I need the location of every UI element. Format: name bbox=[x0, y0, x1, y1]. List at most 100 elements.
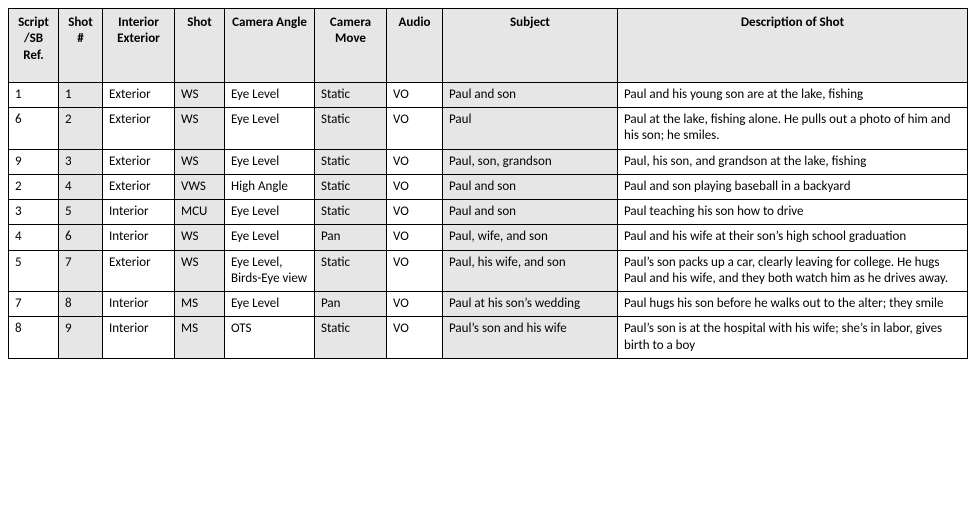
cell-script-ref: 4 bbox=[9, 225, 59, 250]
col-subject: Subject bbox=[443, 9, 618, 83]
cell-script-ref: 5 bbox=[9, 250, 59, 292]
cell-shot-num: 7 bbox=[59, 250, 103, 292]
cell-angle: Eye Level bbox=[225, 82, 315, 107]
cell-description: Paul’s son is at the hospital with his w… bbox=[618, 317, 968, 359]
cell-shot: WS bbox=[175, 82, 225, 107]
cell-shot-num: 8 bbox=[59, 292, 103, 317]
col-script-ref: Script /SB Ref. bbox=[9, 9, 59, 83]
cell-int-ext: Interior bbox=[103, 292, 175, 317]
cell-subject: Paul’s son and his wife bbox=[443, 317, 618, 359]
cell-script-ref: 2 bbox=[9, 174, 59, 199]
cell-subject: Paul and son bbox=[443, 82, 618, 107]
cell-angle: Eye Level bbox=[225, 108, 315, 150]
table-row: 8 9 Interior MS OTS Static VO Paul’s son… bbox=[9, 317, 968, 359]
cell-shot: VWS bbox=[175, 174, 225, 199]
cell-shot-num: 6 bbox=[59, 225, 103, 250]
table-body: 1 1 Exterior WS Eye Level Static VO Paul… bbox=[9, 82, 968, 358]
col-audio: Audio bbox=[387, 9, 443, 83]
cell-shot: WS bbox=[175, 250, 225, 292]
cell-script-ref: 9 bbox=[9, 149, 59, 174]
cell-audio: VO bbox=[387, 82, 443, 107]
cell-subject: Paul, wife, and son bbox=[443, 225, 618, 250]
table-row: 7 8 Interior MS Eye Level Pan VO Paul at… bbox=[9, 292, 968, 317]
table-row: 5 7 Exterior WS Eye Level, Birds-Eye vie… bbox=[9, 250, 968, 292]
cell-subject: Paul and son bbox=[443, 174, 618, 199]
table-row: 3 5 Interior MCU Eye Level Static VO Pau… bbox=[9, 200, 968, 225]
table-row: 9 3 Exterior WS Eye Level Static VO Paul… bbox=[9, 149, 968, 174]
cell-move: Pan bbox=[315, 292, 387, 317]
col-shot: Shot bbox=[175, 9, 225, 83]
cell-angle: Eye Level bbox=[225, 225, 315, 250]
cell-angle: Eye Level bbox=[225, 292, 315, 317]
cell-move: Static bbox=[315, 149, 387, 174]
cell-angle: Eye Level bbox=[225, 200, 315, 225]
cell-audio: VO bbox=[387, 174, 443, 199]
cell-move: Static bbox=[315, 174, 387, 199]
cell-description: Paul and his wife at their son’s high sc… bbox=[618, 225, 968, 250]
cell-shot: MS bbox=[175, 317, 225, 359]
cell-audio: VO bbox=[387, 317, 443, 359]
cell-description: Paul, his son, and grandson at the lake,… bbox=[618, 149, 968, 174]
cell-shot: WS bbox=[175, 225, 225, 250]
cell-description: Paul’s son packs up a car, clearly leavi… bbox=[618, 250, 968, 292]
cell-int-ext: Exterior bbox=[103, 149, 175, 174]
cell-description: Paul and his young son are at the lake, … bbox=[618, 82, 968, 107]
cell-script-ref: 6 bbox=[9, 108, 59, 150]
cell-move: Static bbox=[315, 317, 387, 359]
cell-shot: WS bbox=[175, 149, 225, 174]
cell-angle: Eye Level, Birds-Eye view bbox=[225, 250, 315, 292]
cell-angle: OTS bbox=[225, 317, 315, 359]
table-row: 2 4 Exterior VWS High Angle Static VO Pa… bbox=[9, 174, 968, 199]
cell-subject: Paul and son bbox=[443, 200, 618, 225]
cell-shot-num: 4 bbox=[59, 174, 103, 199]
cell-move: Static bbox=[315, 108, 387, 150]
cell-shot-num: 3 bbox=[59, 149, 103, 174]
cell-audio: VO bbox=[387, 292, 443, 317]
col-angle: Camera Angle bbox=[225, 9, 315, 83]
cell-description: Paul at the lake, fishing alone. He pull… bbox=[618, 108, 968, 150]
cell-audio: VO bbox=[387, 108, 443, 150]
cell-int-ext: Exterior bbox=[103, 108, 175, 150]
cell-int-ext: Exterior bbox=[103, 174, 175, 199]
cell-script-ref: 8 bbox=[9, 317, 59, 359]
table-row: 4 6 Interior WS Eye Level Pan VO Paul, w… bbox=[9, 225, 968, 250]
cell-subject: Paul at his son’s wedding bbox=[443, 292, 618, 317]
cell-audio: VO bbox=[387, 225, 443, 250]
cell-subject: Paul, his wife, and son bbox=[443, 250, 618, 292]
table-row: 6 2 Exterior WS Eye Level Static VO Paul… bbox=[9, 108, 968, 150]
cell-angle: Eye Level bbox=[225, 149, 315, 174]
cell-description: Paul and son playing baseball in a backy… bbox=[618, 174, 968, 199]
cell-description: Paul teaching his son how to drive bbox=[618, 200, 968, 225]
shot-list-table: Script /SB Ref. Shot # Interior Exterior… bbox=[8, 8, 968, 359]
cell-script-ref: 3 bbox=[9, 200, 59, 225]
cell-shot-num: 2 bbox=[59, 108, 103, 150]
cell-shot: MCU bbox=[175, 200, 225, 225]
cell-shot-num: 5 bbox=[59, 200, 103, 225]
cell-audio: VO bbox=[387, 149, 443, 174]
cell-audio: VO bbox=[387, 200, 443, 225]
cell-angle: High Angle bbox=[225, 174, 315, 199]
cell-subject: Paul bbox=[443, 108, 618, 150]
table-header-row: Script /SB Ref. Shot # Interior Exterior… bbox=[9, 9, 968, 83]
cell-shot: WS bbox=[175, 108, 225, 150]
cell-move: Static bbox=[315, 82, 387, 107]
cell-shot-num: 1 bbox=[59, 82, 103, 107]
cell-move: Pan bbox=[315, 225, 387, 250]
cell-subject: Paul, son, grandson bbox=[443, 149, 618, 174]
cell-int-ext: Interior bbox=[103, 225, 175, 250]
cell-description: Paul hugs his son before he walks out to… bbox=[618, 292, 968, 317]
cell-int-ext: Interior bbox=[103, 200, 175, 225]
cell-script-ref: 7 bbox=[9, 292, 59, 317]
cell-shot-num: 9 bbox=[59, 317, 103, 359]
cell-move: Static bbox=[315, 250, 387, 292]
cell-move: Static bbox=[315, 200, 387, 225]
col-shot-num: Shot # bbox=[59, 9, 103, 83]
col-int-ext: Interior Exterior bbox=[103, 9, 175, 83]
cell-shot: MS bbox=[175, 292, 225, 317]
cell-audio: VO bbox=[387, 250, 443, 292]
table-row: 1 1 Exterior WS Eye Level Static VO Paul… bbox=[9, 82, 968, 107]
cell-int-ext: Exterior bbox=[103, 82, 175, 107]
cell-script-ref: 1 bbox=[9, 82, 59, 107]
col-move: Camera Move bbox=[315, 9, 387, 83]
cell-int-ext: Exterior bbox=[103, 250, 175, 292]
